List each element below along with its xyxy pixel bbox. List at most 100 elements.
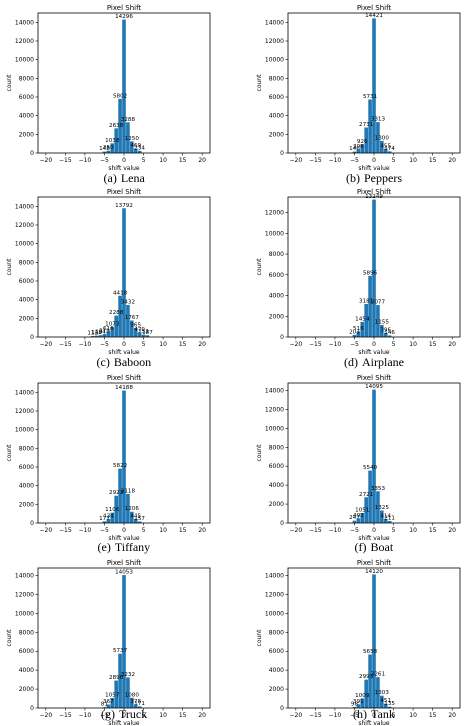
x-axis-label: shift value bbox=[358, 720, 390, 726]
bar-value-label: 14095 bbox=[365, 384, 383, 390]
x-tick-label: −15 bbox=[309, 712, 322, 719]
bar-value-label: 414 bbox=[380, 514, 391, 520]
x-tick-label: 10 bbox=[159, 712, 167, 719]
bar bbox=[126, 677, 130, 708]
bar bbox=[372, 199, 376, 337]
x-tick-label: 15 bbox=[429, 341, 437, 348]
bar-value-label: 1454 bbox=[355, 316, 370, 322]
x-axis-label: shift value bbox=[108, 165, 140, 172]
y-tick-label: 2000 bbox=[269, 131, 284, 138]
bar-value-label: 451 bbox=[380, 698, 391, 704]
bar bbox=[368, 99, 372, 153]
panel-caption: (f) Boat bbox=[355, 540, 394, 555]
bar-value-label: 5658 bbox=[363, 649, 378, 655]
x-tick-label: −20 bbox=[289, 157, 302, 164]
x-tick-label: 20 bbox=[448, 341, 456, 348]
bar bbox=[383, 148, 388, 153]
y-tick-label: 6000 bbox=[19, 648, 34, 655]
caption-letter: (g) bbox=[101, 707, 115, 721]
bar-value-label: 148 bbox=[91, 330, 102, 336]
panel-caption: (a) Lena bbox=[104, 171, 145, 186]
y-tick-label: 2000 bbox=[19, 686, 34, 693]
bar-value-label: 253 bbox=[138, 329, 149, 335]
y-tick-label: 6000 bbox=[269, 648, 284, 655]
chart-panel: Pixel Shift 98 391 1009 2993 5658 14120 3261 130… bbox=[256, 559, 461, 726]
x-tick-label: −20 bbox=[39, 527, 52, 534]
bar-value-label: 367 bbox=[103, 699, 114, 705]
bar bbox=[387, 706, 392, 708]
bar-value-label: 174 bbox=[384, 146, 395, 152]
bar bbox=[102, 334, 107, 337]
bar-value-label: 177 bbox=[99, 516, 110, 522]
bar bbox=[368, 275, 372, 337]
bar bbox=[380, 325, 384, 337]
x-tick-label: −20 bbox=[39, 712, 52, 719]
x-tick-label: 20 bbox=[448, 527, 456, 534]
y-tick-label: 12000 bbox=[15, 591, 34, 598]
x-tick-label: 10 bbox=[159, 157, 167, 164]
y-tick-label: 14000 bbox=[15, 19, 34, 26]
y-tick-label: 14000 bbox=[265, 573, 284, 580]
bar bbox=[118, 468, 122, 523]
bar bbox=[110, 698, 115, 708]
bar-value-label: 2731 bbox=[359, 122, 374, 128]
x-tick-label: 5 bbox=[142, 712, 146, 719]
bar-value-label: 965 bbox=[130, 322, 141, 328]
x-tick-label: 5 bbox=[392, 341, 396, 348]
caption-letter: (c) bbox=[96, 355, 110, 369]
caption-name: Tank bbox=[371, 707, 395, 721]
chart-panel: Pixel Shift 247 492 1051 2721 5540 14095 3353 13… bbox=[256, 374, 461, 542]
bar-value-label: 1009 bbox=[355, 693, 370, 699]
bar bbox=[141, 334, 146, 337]
y-tick-label: 12000 bbox=[265, 38, 284, 45]
x-tick-label: −5 bbox=[100, 712, 109, 719]
bar-value-label: 203 bbox=[349, 329, 360, 335]
bar-value-label: 434 bbox=[103, 513, 114, 519]
y-tick-label: 6000 bbox=[269, 94, 284, 101]
bar-value-label: 492 bbox=[353, 513, 364, 519]
bar-value-label: 2993 bbox=[359, 674, 374, 680]
chart-title: Pixel Shift bbox=[107, 559, 142, 567]
bar-value-label: 3288 bbox=[121, 117, 136, 123]
y-tick-label: 10000 bbox=[265, 230, 284, 237]
bar-value-label: 187 bbox=[142, 330, 153, 336]
bar bbox=[137, 521, 142, 523]
y-tick-label: 4000 bbox=[19, 483, 34, 490]
panel-caption: (g) Truck bbox=[101, 707, 147, 722]
bar-value-label: 171 bbox=[134, 701, 145, 707]
bar-value-label: 5822 bbox=[113, 463, 127, 469]
y-tick-label: 4000 bbox=[19, 667, 34, 674]
chart-panel: Pixel Shift 177 434 1106 2923 5822 14188 3118 12… bbox=[6, 374, 211, 542]
y-tick-label: 4000 bbox=[269, 113, 284, 120]
x-axis-label: shift value bbox=[108, 720, 140, 726]
bar bbox=[368, 470, 372, 523]
caption-letter: (f) bbox=[354, 540, 367, 554]
bar-value-label: 1325 bbox=[375, 505, 390, 511]
bar bbox=[137, 332, 142, 337]
bar-value-label: 398 bbox=[353, 144, 364, 150]
x-tick-label: 5 bbox=[142, 157, 146, 164]
bar-value-label: 3232 bbox=[121, 672, 135, 678]
bar bbox=[137, 706, 142, 708]
x-tick-label: −10 bbox=[329, 527, 342, 534]
bar bbox=[356, 149, 361, 153]
y-tick-label: 14000 bbox=[15, 389, 34, 396]
chart-panel: Pixel Shift 112 148 194 319 616 1073 2288 4418 13… bbox=[6, 188, 211, 356]
y-tick-label: 2000 bbox=[19, 501, 34, 508]
chart-title: Pixel Shift bbox=[357, 374, 392, 382]
bar-value-label: 5540 bbox=[363, 465, 378, 471]
y-tick-label: 0 bbox=[30, 150, 34, 157]
bar-value-label: 194 bbox=[95, 330, 106, 336]
bar bbox=[352, 151, 357, 153]
y-tick-label: 6000 bbox=[19, 464, 34, 471]
bar-value-label: 5802 bbox=[113, 93, 127, 99]
y-tick-label: 6000 bbox=[269, 272, 284, 279]
y-tick-label: 14000 bbox=[15, 573, 34, 580]
x-tick-label: 20 bbox=[448, 712, 456, 719]
y-tick-label: 6000 bbox=[19, 94, 34, 101]
y-tick-label: 0 bbox=[280, 334, 284, 341]
bar bbox=[356, 704, 361, 708]
